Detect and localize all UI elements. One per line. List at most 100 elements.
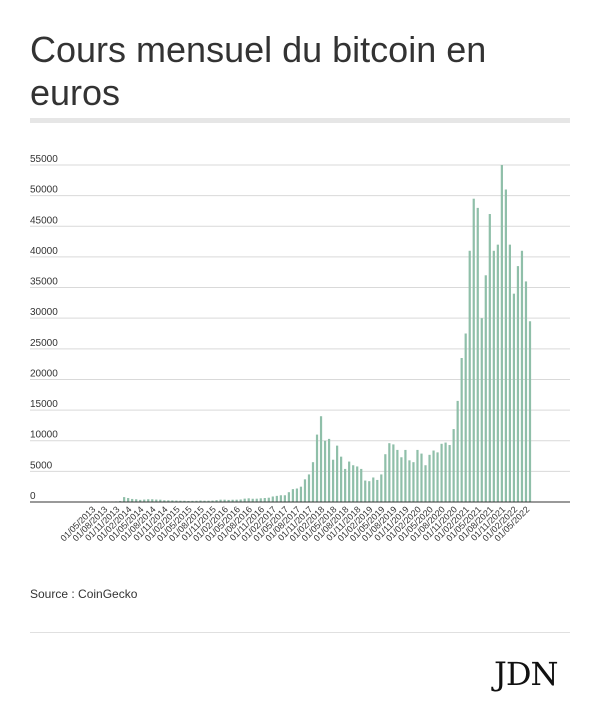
bar: [516, 266, 520, 502]
bar: [307, 474, 311, 502]
bar: [139, 499, 142, 502]
bar: [432, 450, 435, 502]
bar: [364, 480, 367, 502]
y-tick-label: 0: [30, 491, 36, 502]
y-tick-label: 50000: [30, 185, 58, 196]
y-tick-label: 45000: [30, 215, 58, 226]
bar: [400, 457, 403, 502]
bar: [223, 499, 226, 502]
bar: [380, 474, 383, 502]
bar: [476, 207, 479, 502]
bar: [315, 434, 319, 502]
bar: [191, 500, 194, 502]
bar: [263, 498, 266, 502]
bar: [408, 460, 411, 502]
bar: [183, 500, 186, 502]
bar: [171, 500, 174, 502]
bar: [303, 479, 307, 502]
bar: [412, 462, 415, 502]
bar: [207, 500, 210, 502]
bar: [203, 500, 206, 502]
bar: [508, 244, 511, 502]
bar: [279, 495, 282, 502]
bar: [327, 438, 331, 502]
bar: [436, 452, 439, 502]
bar: [155, 499, 158, 502]
bar: [484, 275, 487, 502]
bar: [159, 499, 162, 502]
bar: [195, 500, 198, 502]
bar: [396, 449, 399, 502]
bar: [127, 498, 130, 502]
bar: [340, 456, 343, 502]
bar: [187, 500, 190, 502]
bar: [460, 358, 463, 502]
x-axis-labels: 01/05/201301/08/201301/11/201301/02/2014…: [58, 504, 531, 543]
y-tick-label: 40000: [30, 246, 58, 257]
bar: [404, 449, 407, 502]
bar: [528, 321, 532, 502]
bar: [179, 500, 182, 502]
chart-title: Cours mensuel du bitcoin en euros: [30, 29, 487, 113]
bar: [388, 443, 391, 502]
bar: [500, 165, 503, 502]
bar: [227, 499, 230, 502]
bar: [255, 498, 258, 502]
bar: [440, 443, 443, 502]
bar: [376, 479, 379, 502]
bar: [444, 442, 447, 502]
y-tick-label: 10000: [30, 430, 58, 441]
bar: [331, 459, 335, 502]
bar: [135, 499, 138, 502]
y-tick-label: 55000: [30, 154, 58, 165]
footer-divider: [30, 632, 570, 633]
bar: [131, 498, 134, 502]
bar: [420, 453, 423, 502]
bar: [311, 462, 315, 502]
bar: [496, 244, 499, 502]
bar: [215, 500, 218, 502]
bar: [143, 499, 146, 502]
bar: [299, 486, 303, 502]
bar: [267, 497, 270, 502]
bar: [319, 416, 323, 502]
bar: [372, 477, 375, 502]
bar: [211, 500, 214, 502]
bar: [287, 492, 290, 502]
y-axis-labels: 0 5000 10000 15000 20000 25000 30000 35000 40000…: [30, 154, 58, 502]
bar: [492, 250, 495, 502]
bar: [344, 468, 347, 502]
bar: [251, 498, 254, 502]
bar: [348, 461, 351, 502]
y-tick-label: 5000: [30, 460, 53, 471]
bar: [247, 498, 250, 502]
y-tick-label: 30000: [30, 307, 58, 318]
bar: [468, 250, 471, 502]
bar: [283, 495, 286, 502]
gridlines: [30, 164, 570, 472]
bar: [504, 189, 507, 502]
bar: [151, 499, 154, 502]
y-tick-label: 15000: [30, 399, 58, 410]
bar: [123, 497, 126, 502]
bar: [243, 498, 246, 502]
bar: [512, 293, 516, 502]
bar: [167, 500, 170, 502]
bar: [259, 498, 262, 502]
source-note: Source : CoinGecko: [30, 587, 138, 601]
bar: [356, 466, 359, 502]
bar: [448, 445, 451, 502]
bar: [163, 500, 166, 502]
bar: [428, 454, 431, 502]
y-tick-label: 35000: [30, 277, 58, 288]
bar: [368, 481, 371, 502]
bar: [231, 499, 234, 502]
bar: [472, 198, 475, 502]
jdn-logo: JDN: [494, 655, 558, 693]
bar: [147, 499, 150, 502]
title-divider: [30, 118, 570, 123]
bar: [452, 429, 455, 502]
bar: [323, 440, 327, 502]
bars: [94, 165, 532, 502]
y-tick-label: 25000: [30, 338, 58, 349]
